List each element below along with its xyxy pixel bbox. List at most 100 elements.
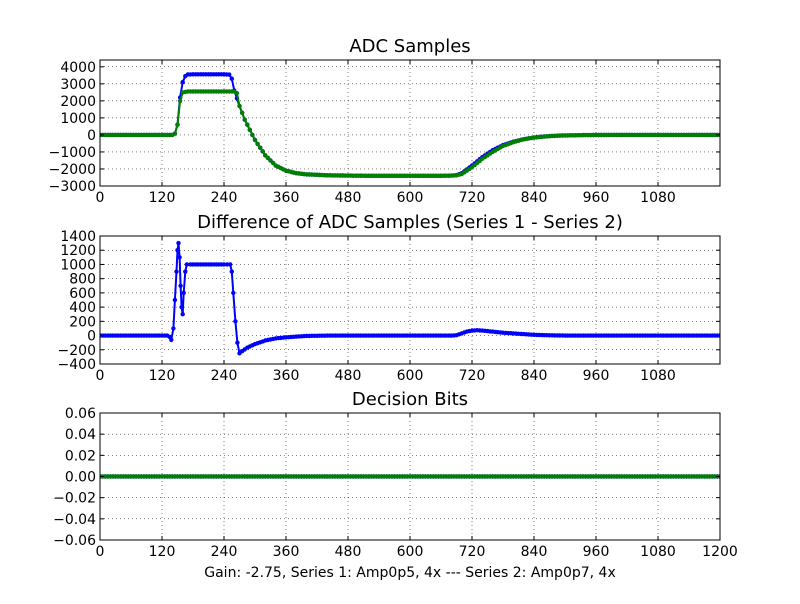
y-tick-label: 800	[69, 272, 96, 288]
x-tick-label: 480	[335, 544, 362, 560]
x-tick-label: 120	[149, 190, 176, 206]
y-tick-label: 1200	[60, 243, 96, 259]
series-point	[183, 269, 188, 274]
series-point	[234, 91, 240, 96]
x-tick-label: 1200	[702, 544, 738, 560]
x-tick-label: 360	[273, 190, 300, 206]
figure-xlabel: Gain: -2.75, Series 1: Amp0p5, 4x --- Se…	[204, 565, 615, 581]
series-point	[228, 262, 233, 267]
series-point	[245, 122, 250, 127]
axes-layer: 0 120 240 360 480 600 720 840 960 1080−3000−2000−…	[49, 36, 738, 560]
series-point	[242, 117, 247, 122]
x-tick-label: 840	[521, 544, 548, 560]
series-point	[247, 127, 252, 132]
series-point	[227, 72, 232, 77]
series-point	[250, 132, 255, 138]
series-point	[235, 340, 240, 345]
x-tick-label: 0	[96, 368, 105, 384]
chart-2: 0 120 240 360 480 600 720 840 960 1080−400−200020…	[58, 212, 721, 384]
y-tick-label: 0	[87, 128, 96, 144]
y-tick-label: 0.04	[65, 427, 96, 443]
series-point	[175, 248, 180, 253]
series-point	[252, 137, 258, 143]
chart-ticks: 0 120 240 360 480 600 720 840 960 1080 1200 −0.06 −0…	[53, 406, 738, 560]
y-tick-label: −0.06	[53, 533, 96, 549]
x-tick-label: 1080	[640, 368, 676, 384]
series-point	[178, 283, 183, 288]
x-tick-label: 840	[521, 368, 548, 384]
x-tick-label: 960	[583, 368, 610, 384]
y-tick-label: 1400	[60, 229, 96, 245]
series-markers	[100, 240, 720, 356]
x-tick-label: 480	[335, 368, 362, 384]
x-tick-label: 1080	[640, 190, 676, 206]
series-point	[221, 262, 227, 267]
series-point	[233, 319, 238, 324]
series-point	[181, 290, 186, 296]
chart-title: Decision Bits	[352, 389, 468, 410]
x-tick-label: 840	[521, 190, 548, 206]
y-tick-label: 0.02	[65, 448, 96, 464]
x-tick-label: 600	[397, 190, 424, 206]
series-point	[169, 337, 174, 342]
series-point	[177, 255, 182, 260]
chart-title: Difference of ADC Samples (Series 1 - Se…	[197, 212, 623, 233]
x-tick-label: 720	[459, 544, 486, 560]
series-point	[237, 103, 242, 109]
chart-ticks: 0 120 240 360 480 600 720 840 960 1080 −3000−2000−…	[49, 60, 720, 206]
y-tick-label: 1000	[60, 257, 96, 273]
series-point	[179, 304, 184, 310]
series-point	[180, 312, 185, 317]
series-point	[224, 262, 230, 267]
x-tick-label: 600	[397, 368, 424, 384]
x-tick-label: 120	[149, 368, 176, 384]
x-tick-label: 240	[211, 368, 238, 384]
x-tick-label: 360	[273, 544, 300, 560]
x-tick-label: 360	[273, 368, 300, 384]
series-point	[172, 131, 178, 136]
series-point	[176, 240, 181, 246]
x-tick-label: 0	[96, 544, 105, 560]
x-tick-label: 960	[583, 190, 610, 206]
y-tick-label: 0	[87, 329, 96, 345]
chart-series-group	[100, 240, 720, 356]
series-point	[174, 269, 179, 274]
x-tick-label: 600	[397, 544, 424, 560]
series-point	[175, 122, 180, 127]
y-tick-label: −3000	[49, 179, 96, 195]
y-tick-label: 2000	[60, 94, 96, 110]
series-point	[239, 110, 245, 116]
x-tick-label: 1080	[640, 544, 676, 560]
x-tick-label: 0	[96, 190, 105, 206]
y-tick-label: −1000	[49, 145, 96, 161]
y-tick-label: 400	[69, 300, 96, 316]
series-point	[229, 269, 234, 274]
series-point	[255, 141, 260, 147]
series-point	[177, 98, 183, 104]
series-point	[229, 76, 234, 81]
y-tick-label: −200	[58, 343, 96, 359]
series-point	[258, 145, 263, 150]
y-tick-label: −2000	[49, 162, 96, 178]
chart-ticks: 0 120 240 360 480 600 720 840 960 1080−400−200020…	[58, 229, 720, 384]
chart-title: ADC Samples	[349, 36, 470, 57]
y-tick-label: 3000	[60, 77, 96, 93]
chart-3: 0 120 240 360 480 600 720 840 960 1080 1200 −0.06 −0…	[53, 389, 738, 560]
series-point	[184, 262, 189, 267]
y-tick-label: 1000	[60, 111, 96, 127]
y-tick-label: 0.06	[65, 406, 96, 422]
x-tick-label: 720	[459, 190, 486, 206]
x-tick-label: 720	[459, 368, 486, 384]
y-tick-label: −0.02	[53, 491, 96, 507]
series-point	[171, 326, 176, 331]
series-point	[231, 290, 236, 296]
series-point	[180, 79, 185, 85]
series-point	[260, 149, 265, 154]
series-point	[172, 297, 178, 303]
x-tick-label: 960	[583, 544, 610, 560]
y-tick-label: −400	[58, 357, 96, 373]
x-tick-label: 240	[211, 190, 238, 206]
